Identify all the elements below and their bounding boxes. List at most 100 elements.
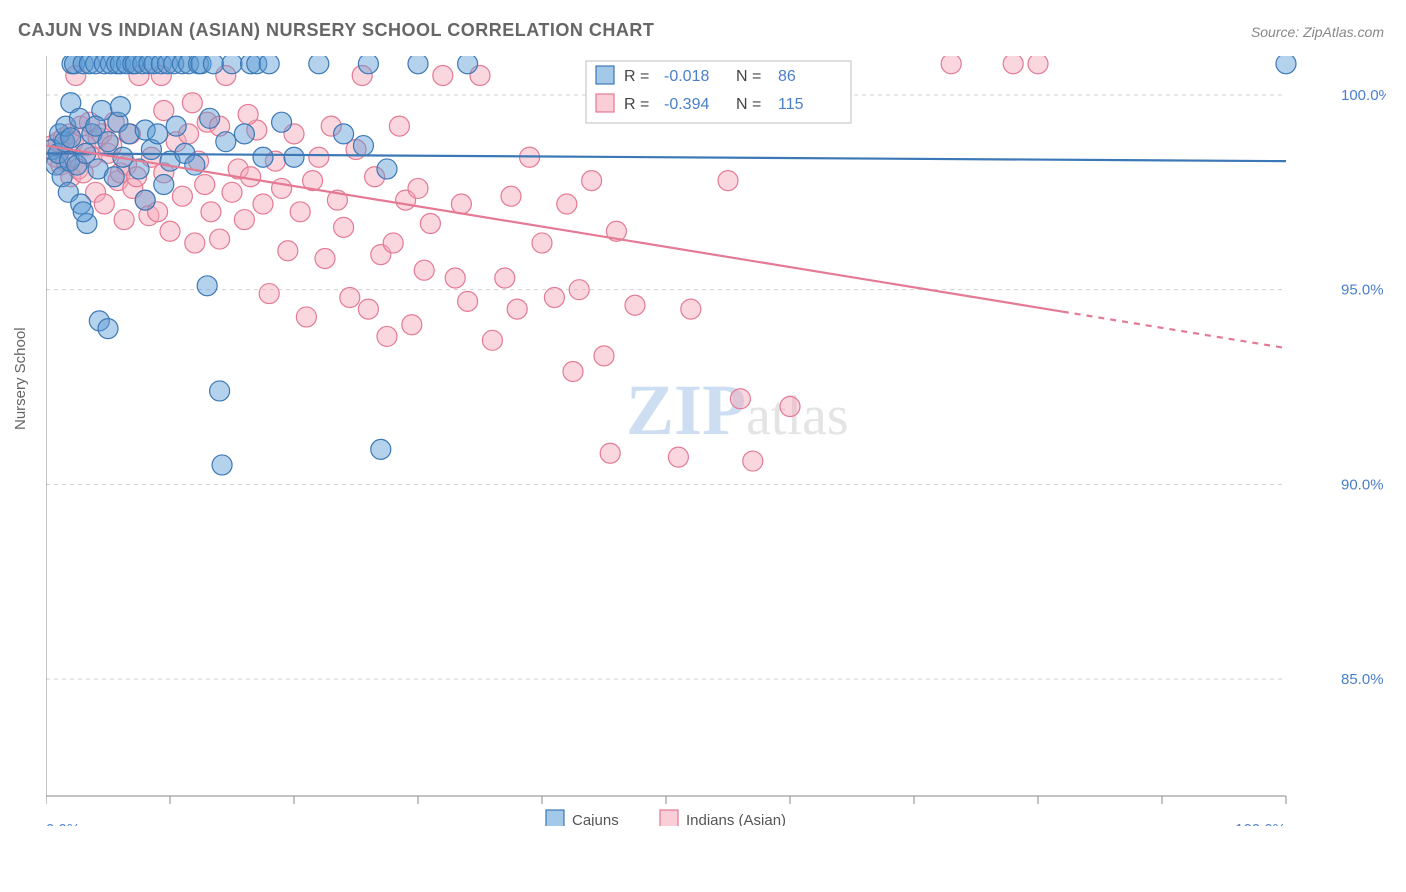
scatter-point	[334, 124, 354, 144]
scatter-point	[148, 124, 168, 144]
scatter-point	[780, 397, 800, 417]
scatter-point	[563, 361, 583, 381]
scatter-point	[501, 186, 521, 206]
scatter-point	[340, 287, 360, 307]
scatter-point	[309, 56, 329, 74]
legend-label: Indians (Asian)	[686, 812, 786, 826]
scatter-point	[222, 56, 242, 74]
svg-text:-0.394: -0.394	[664, 96, 709, 113]
scatter-point	[402, 315, 422, 335]
scatter-point	[353, 136, 373, 156]
scatter-point	[182, 93, 202, 113]
scatter-point	[482, 330, 502, 350]
scatter-point	[195, 175, 215, 195]
scatter-point	[358, 56, 378, 74]
scatter-point	[1003, 56, 1023, 74]
scatter-point	[110, 97, 130, 117]
scatter-point	[507, 299, 527, 319]
scatter-point	[377, 326, 397, 346]
legend-swatch	[596, 66, 614, 84]
scatter-point	[383, 233, 403, 253]
scatter-point	[569, 280, 589, 300]
correlation-scatter-chart: 85.0%90.0%95.0%100.0%ZIPatlas0.0%100.0%R…	[46, 56, 1386, 826]
svg-text:ZIPatlas: ZIPatlas	[626, 370, 849, 450]
scatter-point	[104, 167, 124, 187]
svg-text:100.0%: 100.0%	[1341, 87, 1386, 104]
scatter-point	[315, 249, 335, 269]
trend-line-dashed	[1063, 312, 1286, 348]
scatter-point	[414, 260, 434, 280]
scatter-point	[61, 128, 81, 148]
scatter-point	[259, 284, 279, 304]
scatter-point	[203, 56, 223, 74]
scatter-point	[1276, 56, 1296, 74]
scatter-point	[389, 116, 409, 136]
legend-swatch	[546, 810, 564, 826]
scatter-point	[259, 56, 279, 74]
scatter-point	[114, 210, 134, 230]
scatter-point	[495, 268, 515, 288]
scatter-point	[1028, 56, 1048, 74]
scatter-point	[408, 178, 428, 198]
scatter-point	[272, 112, 292, 132]
scatter-point	[668, 447, 688, 467]
scatter-point	[594, 346, 614, 366]
svg-text:0.0%: 0.0%	[46, 821, 80, 826]
scatter-point	[98, 319, 118, 339]
scatter-point	[278, 241, 298, 261]
chart-container: 85.0%90.0%95.0%100.0%ZIPatlas0.0%100.0%R…	[46, 56, 1386, 826]
source-attribution: Source: ZipAtlas.com	[1251, 24, 1384, 40]
scatter-point	[358, 299, 378, 319]
scatter-point	[941, 56, 961, 74]
scatter-point	[532, 233, 552, 253]
y-axis-label: Nursery School	[12, 327, 29, 430]
scatter-point	[166, 116, 186, 136]
scatter-point	[86, 116, 106, 136]
scatter-point	[718, 171, 738, 191]
scatter-point	[600, 443, 620, 463]
scatter-point	[210, 381, 230, 401]
scatter-point	[334, 217, 354, 237]
svg-text:100.0%: 100.0%	[1235, 821, 1286, 826]
scatter-point	[544, 287, 564, 307]
scatter-point	[557, 194, 577, 214]
svg-text:95.0%: 95.0%	[1341, 282, 1384, 299]
scatter-point	[296, 307, 316, 327]
scatter-point	[582, 171, 602, 191]
scatter-point	[154, 175, 174, 195]
scatter-point	[241, 167, 261, 187]
scatter-point	[625, 295, 645, 315]
svg-text:N =: N =	[736, 96, 761, 113]
scatter-point	[94, 194, 114, 214]
scatter-point	[420, 213, 440, 233]
svg-text:R =: R =	[624, 68, 649, 85]
scatter-point	[73, 202, 93, 222]
scatter-point	[200, 108, 220, 128]
scatter-point	[272, 178, 292, 198]
svg-text:90.0%: 90.0%	[1341, 476, 1384, 493]
scatter-point	[743, 451, 763, 471]
scatter-point	[210, 229, 230, 249]
scatter-point	[197, 276, 217, 296]
scatter-point	[433, 65, 453, 85]
svg-text:-0.018: -0.018	[664, 68, 709, 85]
svg-text:86: 86	[778, 68, 796, 85]
scatter-point	[445, 268, 465, 288]
scatter-point	[212, 455, 232, 475]
scatter-point	[377, 159, 397, 179]
legend-swatch	[660, 810, 678, 826]
scatter-point	[458, 56, 478, 74]
legend-swatch	[596, 94, 614, 112]
svg-text:R =: R =	[624, 96, 649, 113]
scatter-point	[222, 182, 242, 202]
scatter-point	[234, 124, 254, 144]
scatter-point	[238, 104, 258, 124]
scatter-point	[253, 147, 273, 167]
scatter-point	[201, 202, 221, 222]
scatter-point	[371, 439, 391, 459]
trend-line	[46, 153, 1286, 161]
scatter-point	[309, 147, 329, 167]
svg-text:N =: N =	[736, 68, 761, 85]
scatter-point	[290, 202, 310, 222]
scatter-point	[730, 389, 750, 409]
